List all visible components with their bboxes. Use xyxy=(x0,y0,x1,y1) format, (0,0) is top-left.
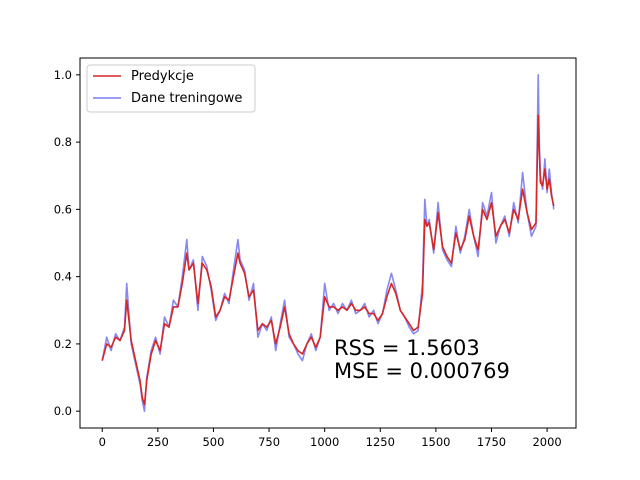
legend-label-dane-treningowe: Dane treningowe xyxy=(131,91,242,106)
annotation-mse: MSE = 0.000769 xyxy=(334,359,510,383)
y-tick-label: 1.0 xyxy=(54,68,72,82)
y-tick-label: 0.2 xyxy=(54,337,72,351)
plot-frame xyxy=(79,57,577,429)
series-line-predykcje xyxy=(101,114,555,406)
legend: Predykcje Dane treningowe xyxy=(86,64,256,113)
x-tick-label: 1000 xyxy=(310,435,339,449)
legend-box xyxy=(86,64,256,113)
y-tick-label: 0.4 xyxy=(54,270,72,284)
x-tick-label: 2000 xyxy=(532,435,561,449)
x-tick-label: 500 xyxy=(202,435,224,449)
x-axis: 0 250 500 750 1000 1250 1500 1750 2000 xyxy=(99,428,562,449)
y-axis: 0.0 0.2 0.4 0.6 0.8 1.0 xyxy=(54,68,80,418)
x-tick-label: 1250 xyxy=(366,435,395,449)
x-tick-label: 0 xyxy=(99,435,106,449)
annotation-rss: RSS = 1.5603 xyxy=(334,336,480,360)
y-tick-label: 0.0 xyxy=(54,404,72,418)
series-layer xyxy=(101,74,555,413)
legend-label-predykcje: Predykcje xyxy=(131,69,194,84)
x-tick-label: 1500 xyxy=(421,435,450,449)
x-tick-label: 750 xyxy=(258,435,280,449)
y-tick-label: 0.8 xyxy=(54,135,72,149)
y-tick-label: 0.6 xyxy=(54,202,72,216)
x-tick-label: 1750 xyxy=(477,435,506,449)
x-tick-label: 250 xyxy=(147,435,169,449)
